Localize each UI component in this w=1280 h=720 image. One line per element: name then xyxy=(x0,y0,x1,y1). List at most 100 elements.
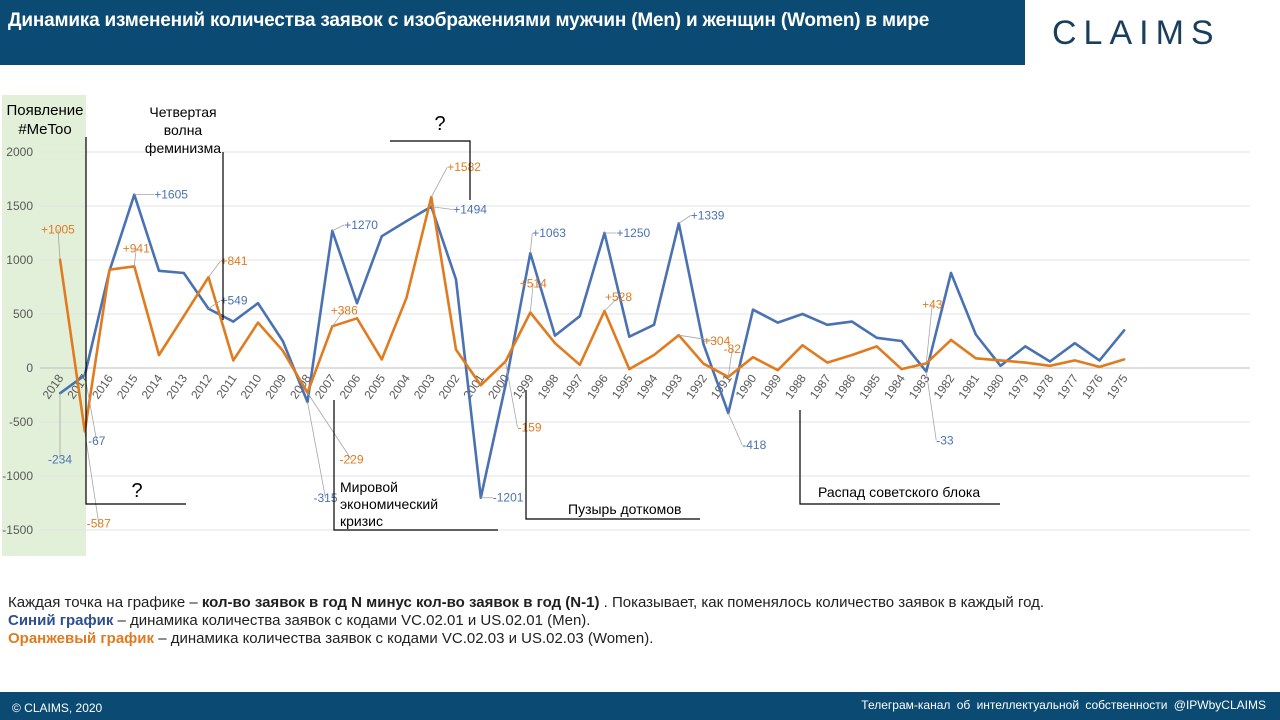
data-point-women xyxy=(405,296,408,299)
data-point-women xyxy=(1123,358,1126,361)
data-label-leader xyxy=(727,412,743,446)
y-tick-label: 1000 xyxy=(6,253,33,267)
blue-series-label: Синий график xyxy=(8,612,114,629)
x-tick-label: 1980 xyxy=(980,371,1007,401)
x-tick-label: 1986 xyxy=(832,371,859,401)
data-point-men xyxy=(751,308,755,311)
x-tick-label: 1999 xyxy=(510,371,537,401)
data-label-leader xyxy=(925,371,937,441)
data-label: +841 xyxy=(221,254,248,268)
note-text: . Показывает, как поменялось количество … xyxy=(599,594,1045,611)
data-point-men xyxy=(776,321,779,324)
event-metoo: Появление #MeToo xyxy=(7,102,84,138)
x-tick-label: 2007 xyxy=(312,371,339,401)
data-label-leader xyxy=(133,248,137,267)
data-point-women xyxy=(504,360,507,363)
dotcom-bracket xyxy=(525,390,700,520)
data-label: +1250 xyxy=(617,226,651,240)
data-point-men xyxy=(826,323,829,326)
data-point-men xyxy=(58,392,62,395)
note-line-1: Каждая точка на графике – кол-во заявок … xyxy=(8,594,1268,612)
data-label: -315 xyxy=(313,491,337,505)
data-label-leader xyxy=(925,304,933,364)
data-point-men xyxy=(801,312,804,316)
header-bar: Динамика изменений количества заявок с и… xyxy=(0,0,1025,65)
data-point-men xyxy=(628,335,631,338)
x-tick-label: 1992 xyxy=(683,371,710,401)
footer-bar: © CLAIMS, 2020 Телеграм-канал об интелле… xyxy=(0,692,1280,720)
x-tick-label: 2012 xyxy=(188,371,215,401)
data-point-men xyxy=(157,269,161,272)
data-point-women xyxy=(826,361,829,364)
data-point-men xyxy=(1048,360,1052,363)
x-tick-label: 1976 xyxy=(1079,371,1106,401)
x-tick-label: 1987 xyxy=(807,371,834,401)
event-dotcom-bubble: Пузырь доткомов xyxy=(568,501,682,517)
data-point-women xyxy=(256,321,260,324)
data-point-men xyxy=(182,271,185,275)
data-label: +514 xyxy=(520,276,547,290)
data-label-leader xyxy=(307,392,352,460)
x-tick-label: 1988 xyxy=(782,371,809,401)
data-point-women xyxy=(182,314,185,318)
x-tick-label: 1975 xyxy=(1104,371,1131,401)
question-bracket-top xyxy=(390,140,471,200)
telegram-channel-link[interactable]: Телеграм-канал об интеллектуальной собст… xyxy=(861,698,1266,712)
data-label: -587 xyxy=(87,516,111,530)
x-tick-label: 1995 xyxy=(609,371,636,401)
note-line-2: Синий график – динамика количества заяво… xyxy=(8,612,1268,630)
y-tick-label: -1000 xyxy=(2,469,33,483)
data-point-women xyxy=(133,265,136,268)
data-label-leader xyxy=(331,310,345,327)
data-label: -67 xyxy=(88,434,106,448)
x-tick-label: 1993 xyxy=(658,371,685,401)
data-label-leader xyxy=(727,348,733,377)
data-point-women xyxy=(974,357,977,360)
x-tick-label: 1998 xyxy=(535,371,562,401)
data-point-women xyxy=(875,345,878,348)
soviet-bracket xyxy=(799,410,1000,505)
series-line-men xyxy=(59,193,1126,500)
x-tick-label: 2006 xyxy=(337,371,364,401)
y-tick-label: 2000 xyxy=(6,145,33,159)
data-point-women xyxy=(702,362,705,365)
data-point-women xyxy=(751,356,755,359)
y-tick-label: -1500 xyxy=(2,523,33,537)
data-point-men xyxy=(974,333,977,336)
data-point-men xyxy=(925,370,928,373)
y-tick-label: 1500 xyxy=(6,199,33,213)
data-point-women xyxy=(157,353,161,357)
line-chart: 2000150010005000-500-1000-15002018201720… xyxy=(2,95,1250,556)
data-point-men xyxy=(355,302,359,305)
data-point-women xyxy=(652,353,656,357)
data-label-leader xyxy=(505,361,518,428)
series-line-women xyxy=(58,195,1125,433)
y-tick-label: 500 xyxy=(13,307,33,321)
data-label-leader xyxy=(430,166,448,198)
data-point-men xyxy=(380,235,383,238)
data-label: +386 xyxy=(331,303,358,317)
data-point-women xyxy=(999,359,1002,362)
event-fourth-wave-feminism: Четвертая волна феминизма xyxy=(145,104,221,156)
data-label-leader xyxy=(208,260,221,278)
note-line-3: Оранжевый график – динамика количества з… xyxy=(8,630,1268,648)
data-point-men xyxy=(1123,329,1126,332)
data-point-men xyxy=(306,400,309,404)
data-point-women xyxy=(578,363,581,366)
page-title: Динамика изменений количества заявок с и… xyxy=(8,10,930,31)
data-point-women xyxy=(1098,365,1101,369)
y-tick-label: -500 xyxy=(9,415,33,429)
data-label: +1582 xyxy=(447,160,481,174)
x-tick-label: 1996 xyxy=(584,371,611,401)
data-point-women xyxy=(850,353,854,357)
data-label: -1201 xyxy=(493,491,524,505)
data-point-men xyxy=(83,374,86,377)
blue-series-description: – динамика количества заявок с кодами VC… xyxy=(113,612,591,629)
data-label: +1005 xyxy=(41,222,75,236)
data-point-men xyxy=(1024,345,1027,348)
data-label: -234 xyxy=(48,452,72,466)
data-point-women xyxy=(1024,361,1027,364)
event-question-bottom: ? xyxy=(131,480,142,502)
data-point-men xyxy=(850,320,854,323)
data-point-women xyxy=(1048,364,1052,368)
